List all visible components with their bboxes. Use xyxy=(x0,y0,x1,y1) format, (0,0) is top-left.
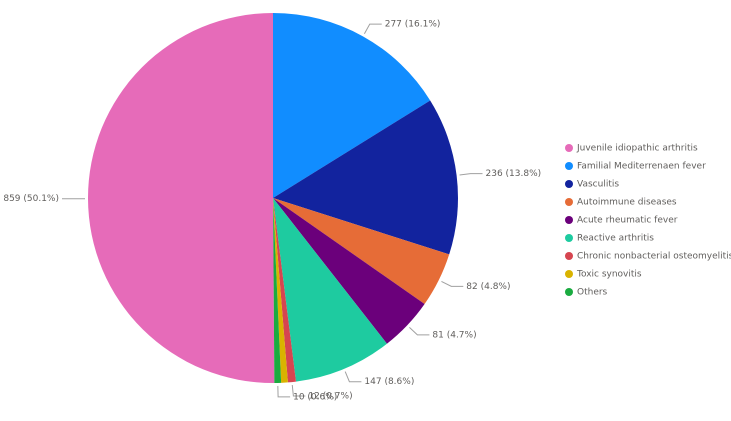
legend-label: Autoimmune diseases xyxy=(577,198,677,208)
legend-marker xyxy=(565,180,573,188)
legend-label: Toxic synovitis xyxy=(576,270,642,280)
legend-label: Reactive arthritis xyxy=(577,234,654,244)
leader-line xyxy=(441,281,464,287)
legend-marker xyxy=(565,288,573,296)
legend-marker xyxy=(565,252,573,260)
pie-slice xyxy=(87,13,275,383)
legend-marker xyxy=(565,144,573,152)
leader-line xyxy=(363,23,382,34)
legend-label: Acute rheumatic fever xyxy=(577,216,678,226)
data-label: 147 (8.6%) xyxy=(364,377,414,387)
data-label: 236 (13.8%) xyxy=(486,169,542,179)
pie-slice xyxy=(273,13,431,198)
data-label: 10 (0.6%) xyxy=(293,392,337,402)
legend-marker xyxy=(565,234,573,242)
leader-line xyxy=(291,384,306,397)
legend-label: Others xyxy=(577,288,608,298)
leader-line xyxy=(344,371,362,383)
data-label: 81 (4.7%) xyxy=(432,330,476,340)
leader-line xyxy=(277,385,291,398)
data-label: 277 (16.1%) xyxy=(385,20,441,30)
legend-marker xyxy=(565,198,573,206)
pie-slice xyxy=(273,198,288,383)
pie-slice xyxy=(273,198,296,383)
legend-label: Juvenile idiopathic arthritis xyxy=(576,144,698,154)
leader-line xyxy=(459,173,483,176)
legend-label: Chronic nonbacterial osteomyelitis xyxy=(577,252,731,262)
leader-line xyxy=(409,326,430,336)
legend-marker xyxy=(565,162,573,170)
legend-marker xyxy=(565,270,573,278)
pie-slice xyxy=(273,198,282,383)
pie-slice xyxy=(273,198,387,382)
data-label: 12 (0.7%) xyxy=(308,391,352,401)
legend-label: Familial Mediterrenaen fever xyxy=(577,162,706,172)
legend-marker xyxy=(565,216,573,224)
data-label: 859 (50.1%) xyxy=(3,194,59,204)
pie-slice xyxy=(273,198,450,305)
pie-slice xyxy=(273,100,458,255)
data-label: 82 (4.8%) xyxy=(466,282,510,292)
legend-label: Vasculitis xyxy=(577,180,619,190)
pie-slice xyxy=(273,198,425,344)
